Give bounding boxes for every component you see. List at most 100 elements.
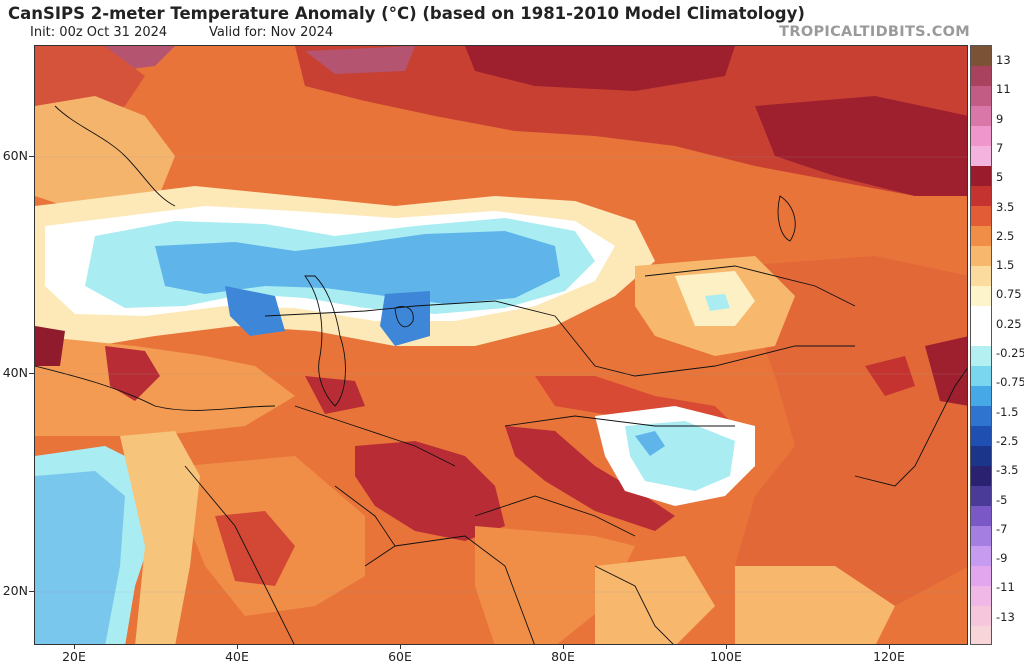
colorbar-label: -0.75 bbox=[996, 375, 1024, 390]
lon-tick-20e bbox=[74, 645, 75, 649]
colorbar-label: 5 bbox=[996, 170, 1004, 185]
brand-watermark: TROPICALTIDBITS.COM bbox=[779, 24, 970, 40]
lon-label-100e: 100E bbox=[710, 649, 742, 664]
border-india bbox=[474, 495, 636, 537]
hot-region-iran-pakistan bbox=[355, 441, 505, 541]
cold-region-tibet bbox=[635, 431, 665, 456]
colorbar-segment bbox=[971, 606, 991, 627]
hot-region-korea bbox=[925, 336, 967, 406]
colorbar-segment bbox=[971, 206, 991, 227]
lon-label-40e: 40E bbox=[225, 649, 249, 664]
colorbar-segment bbox=[971, 286, 991, 307]
colorbar-label: 13 bbox=[996, 53, 1011, 67]
colorbar-label: 2.5 bbox=[996, 228, 1015, 243]
colorbar-segment bbox=[971, 66, 991, 87]
valid-time: Valid for: Nov 2024 bbox=[209, 25, 334, 40]
lat-tick-60n bbox=[29, 156, 34, 157]
hot-region-caspian-south bbox=[305, 376, 365, 414]
lon-label-20e: 20E bbox=[62, 649, 86, 664]
colorbar-label: 0.25 bbox=[996, 316, 1022, 331]
colorbar-segment bbox=[971, 246, 991, 267]
colorbar-segment bbox=[971, 126, 991, 147]
border-iran bbox=[294, 405, 456, 467]
colorbar bbox=[970, 45, 992, 645]
colorbar-segment bbox=[971, 346, 991, 367]
border-kazakhstan bbox=[264, 300, 556, 317]
colorbar-label: 3.5 bbox=[996, 199, 1015, 214]
colorbar-label: -2.5 bbox=[996, 433, 1019, 448]
colorbar-segment bbox=[971, 306, 991, 327]
colorbar-segment bbox=[971, 486, 991, 507]
lat-label-20n: 20N bbox=[2, 583, 28, 598]
colorbar-segment bbox=[971, 546, 991, 567]
hot-region-himalaya bbox=[505, 426, 675, 531]
hot-region-arabia-south bbox=[215, 511, 295, 586]
colorbar-label: -0.25 bbox=[996, 346, 1024, 360]
colorbar-segment bbox=[971, 326, 991, 347]
coastline-mediterranean bbox=[35, 365, 276, 411]
colorbar-segment bbox=[971, 386, 991, 407]
colorbar-segment bbox=[971, 46, 991, 67]
colorbar-label: 9 bbox=[996, 111, 1004, 126]
mild-region-scandinavia bbox=[35, 96, 175, 216]
mild-region-bay-of-bengal bbox=[595, 556, 715, 644]
lake-baikal-outline bbox=[777, 195, 796, 242]
colorbar-label: 0.75 bbox=[996, 287, 1022, 302]
map-canvas bbox=[35, 46, 967, 644]
colorbar-label: 11 bbox=[996, 82, 1011, 97]
colorbar-segment bbox=[971, 526, 991, 547]
colorbar-label: -1.5 bbox=[996, 404, 1019, 419]
lat-tick-20n bbox=[29, 591, 34, 592]
cool-spot-mongolia bbox=[705, 294, 730, 311]
colorbar-segment bbox=[971, 566, 991, 587]
lon-tick-60e bbox=[400, 645, 401, 649]
colorbar-segment bbox=[971, 106, 991, 127]
map-title: CanSIPS 2-meter Temperature Anomaly (°C)… bbox=[8, 4, 805, 23]
lat-label-40n: 40N bbox=[2, 365, 28, 380]
lon-tick-120e bbox=[889, 645, 890, 649]
mild-region-southeast-asia bbox=[735, 566, 895, 644]
lon-label-80e: 80E bbox=[551, 649, 575, 664]
colorbar-segment bbox=[971, 166, 991, 187]
init-time: Init: 00z Oct 31 2024 bbox=[30, 25, 168, 40]
anomaly-map bbox=[34, 45, 968, 645]
colorbar-segment bbox=[971, 366, 991, 387]
colorbar-segment bbox=[971, 86, 991, 107]
colorbar-segment bbox=[971, 426, 991, 447]
hot-region-arctic bbox=[465, 46, 735, 91]
colder-region-aral bbox=[380, 291, 430, 346]
warm-region-india bbox=[475, 526, 635, 644]
border-tibet bbox=[504, 415, 735, 427]
lon-label-60e: 60E bbox=[388, 649, 412, 664]
colorbar-label: -11 bbox=[996, 580, 1015, 595]
colorbar-label: -5 bbox=[996, 492, 1008, 507]
coastline-red-sea bbox=[184, 465, 295, 644]
colder-region-caspian bbox=[225, 286, 285, 336]
warm-region-china bbox=[735, 256, 967, 606]
colorbar-segment bbox=[971, 226, 991, 247]
colorbar-label: -3.5 bbox=[996, 463, 1019, 478]
colorbar-segment bbox=[971, 626, 991, 644]
lat-label-60n: 60N bbox=[2, 148, 28, 163]
colorbar-segment bbox=[971, 586, 991, 607]
colorbar-segment bbox=[971, 146, 991, 167]
coastline-east-asia bbox=[854, 368, 967, 487]
colorbar-label: -7 bbox=[996, 521, 1008, 536]
hot-region-manchuria bbox=[865, 356, 915, 396]
colorbar-segment bbox=[971, 506, 991, 527]
border-mongolia bbox=[644, 265, 856, 307]
country-borders bbox=[35, 105, 967, 644]
colorbar-label: 7 bbox=[996, 140, 1004, 155]
caspian-sea-outline bbox=[304, 275, 346, 407]
colorbar-segment bbox=[971, 186, 991, 207]
colorbar-label: -13 bbox=[996, 609, 1015, 624]
warm-region-mediterranean bbox=[35, 336, 295, 436]
colorbar-segment bbox=[971, 266, 991, 287]
lon-tick-40e bbox=[237, 645, 238, 649]
warm-region-north-europe bbox=[35, 46, 145, 116]
aral-sea-outline bbox=[394, 306, 414, 328]
hot-region-east-siberia bbox=[755, 96, 967, 196]
lon-tick-80e bbox=[563, 645, 564, 649]
hot-region-greece bbox=[105, 346, 160, 401]
